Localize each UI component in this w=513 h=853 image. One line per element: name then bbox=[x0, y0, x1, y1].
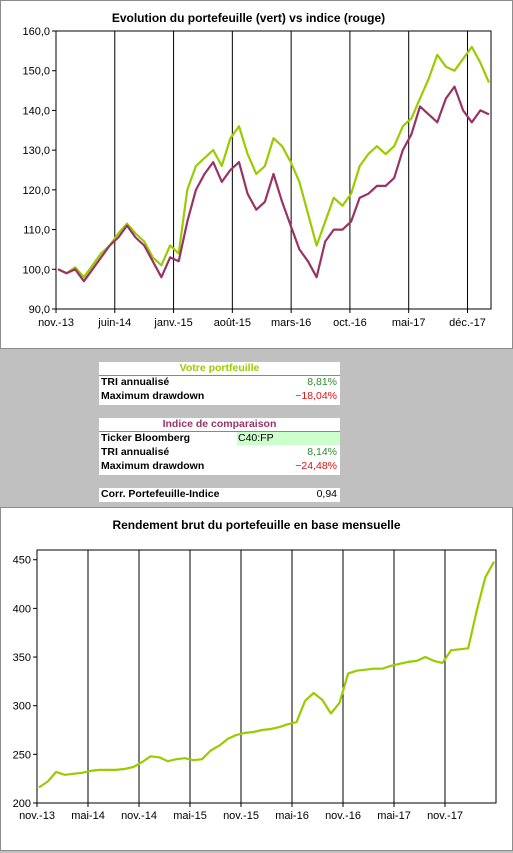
chart-title: Evolution du portefeuille (vert) vs indi… bbox=[112, 11, 385, 25]
portfolio-drawdown-label: Maximum drawdown bbox=[101, 390, 205, 402]
y-tick-label: 150,0 bbox=[22, 66, 50, 78]
portfolio-tri-label: TRI annualisé bbox=[101, 376, 170, 388]
x-tick-label: nov.-15 bbox=[223, 810, 259, 822]
portfolio-drawdown-value: −18,04% bbox=[295, 390, 337, 402]
y-tick-label: 160,0 bbox=[22, 26, 50, 38]
index-drawdown-label: Maximum drawdown bbox=[101, 460, 205, 472]
y-tick-label: 110,0 bbox=[23, 225, 50, 237]
index-tri-row: TRI annualisé 8,14% bbox=[99, 446, 340, 459]
plot-area bbox=[55, 30, 492, 310]
y-tick-label: 90,0 bbox=[29, 304, 50, 316]
x-tick-label: nov.-14 bbox=[121, 810, 157, 822]
x-tick-label: mai-15 bbox=[173, 810, 207, 822]
y-tick-label: 200 bbox=[13, 798, 31, 810]
x-tick-label: mai-14 bbox=[71, 810, 105, 822]
index-ticker-row: Ticker Bloomberg C40:FP bbox=[99, 432, 340, 445]
y-tick-label: 400 bbox=[13, 603, 31, 615]
series-line-0 bbox=[38, 561, 495, 789]
x-tick-label: août-15 bbox=[214, 317, 251, 329]
index-drawdown-row: Maximum drawdown −24,48% bbox=[99, 460, 340, 473]
monthly-return-chart: Rendement brut du portefeuille en base m… bbox=[0, 507, 513, 851]
index-drawdown-value: −24,48% bbox=[295, 460, 337, 472]
x-tick-label: mai-17 bbox=[377, 810, 411, 822]
x-tick-label: nov.-16 bbox=[325, 810, 361, 822]
y-tick-label: 350 bbox=[13, 652, 31, 664]
index-ticker-label: Ticker Bloomberg bbox=[101, 432, 191, 444]
plot-area bbox=[36, 549, 497, 804]
index-table: Indice de comparaison Ticker Bloomberg C… bbox=[99, 418, 340, 475]
x-tick-label: nov.-13 bbox=[38, 317, 74, 329]
y-tick-label: 250 bbox=[13, 749, 31, 761]
y-tick-label: 300 bbox=[13, 701, 31, 713]
index-ticker-value: C40:FP bbox=[237, 432, 340, 445]
y-tick-label: 120,0 bbox=[22, 185, 50, 197]
x-tick-label: oct.-16 bbox=[333, 317, 367, 329]
y-tick-label: 130,0 bbox=[22, 145, 50, 157]
series-line-1 bbox=[57, 85, 490, 283]
portfolio-drawdown-row: Maximum drawdown −18,04% bbox=[99, 390, 340, 403]
y-tick-label: 450 bbox=[13, 555, 31, 567]
x-tick-label: mai-17 bbox=[392, 317, 426, 329]
correlation-row: Corr. Portefeuille-Indice 0,94 bbox=[99, 488, 340, 502]
portfolio-table-title: Votre portfeuille bbox=[99, 362, 340, 376]
portfolio-tri-row: TRI annualisé 8,81% bbox=[99, 376, 340, 389]
correlation-label: Corr. Portefeuille-Indice bbox=[101, 488, 220, 500]
portfolio-vs-index-chart: Evolution du portefeuille (vert) vs indi… bbox=[0, 0, 513, 349]
portfolio-table: Votre portfeuille TRI annualisé 8,81% Ma… bbox=[99, 362, 340, 405]
x-tick-label: nov.-17 bbox=[427, 810, 463, 822]
y-tick-label: 100,0 bbox=[22, 264, 50, 276]
monthly-return-svg: Rendement brut du portefeuille en base m… bbox=[13, 518, 497, 822]
index-tri-label: TRI annualisé bbox=[101, 446, 170, 458]
correlation-content: Corr. Portefeuille-Indice 0,94 bbox=[99, 488, 340, 501]
y-tick-label: 140,0 bbox=[22, 105, 50, 117]
x-tick-label: déc.-17 bbox=[449, 317, 486, 329]
x-tick-label: mai-16 bbox=[275, 810, 309, 822]
x-tick-label: mars-16 bbox=[271, 317, 311, 329]
index-tri-value: 8,14% bbox=[307, 446, 337, 458]
index-table-title: Indice de comparaison bbox=[99, 418, 340, 432]
chart-title: Rendement brut du portefeuille en base m… bbox=[112, 518, 400, 532]
x-tick-label: janv.-15 bbox=[153, 317, 192, 329]
series-line-0 bbox=[57, 45, 491, 279]
portfolio-tri-value: 8,81% bbox=[307, 376, 337, 388]
x-tick-label: juin-14 bbox=[97, 317, 131, 329]
x-tick-label: nov.-13 bbox=[19, 810, 55, 822]
portfolio-vs-index-svg: Evolution du portefeuille (vert) vs indi… bbox=[22, 11, 492, 329]
correlation-value: 0,94 bbox=[316, 488, 337, 500]
